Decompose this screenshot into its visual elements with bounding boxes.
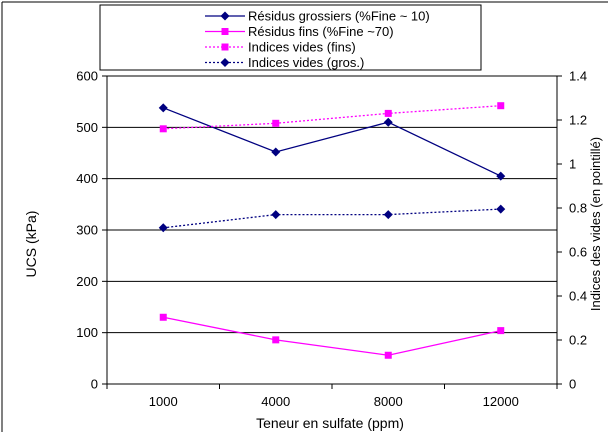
data-point-r-sidus-grossiers-fine-10 xyxy=(271,147,281,157)
y2-tick-label: 1.4 xyxy=(569,69,587,84)
data-point-r-sidus-grossiers-fine-10 xyxy=(383,117,393,127)
data-point-r-sidus-fins-fine-70 xyxy=(497,327,505,335)
y2-tick-label: 0.6 xyxy=(569,245,587,260)
x-axis-label: Teneur en sulfate (ppm) xyxy=(256,415,404,431)
x-tick-label: 12000 xyxy=(483,394,519,409)
y2-tick-label: 0 xyxy=(569,377,576,392)
series-line-indices-vides-gros xyxy=(163,208,501,229)
legend: Résidus grossiers (%Fine ~ 10)Résidus fi… xyxy=(205,9,430,70)
data-point-indices-vides-gros xyxy=(271,210,281,220)
y2-tick-label: 0.2 xyxy=(569,333,587,348)
series-line-r-sidus-fins-fine-70 xyxy=(163,316,501,356)
y-tick-label: 0 xyxy=(91,377,98,392)
x-tick-label: 8000 xyxy=(374,394,403,409)
series-line-indices-vides-fins xyxy=(163,105,501,130)
gridlines xyxy=(107,75,557,334)
data-point-indices-vides-gros xyxy=(158,223,168,233)
data-point-indices-vides-gros xyxy=(383,210,393,220)
data-point-r-sidus-fins-fine-70 xyxy=(272,336,280,344)
series xyxy=(158,102,506,359)
data-point-r-sidus-fins-fine-70 xyxy=(159,313,167,321)
y-tick-label: 400 xyxy=(76,171,98,186)
y-tick-label: 200 xyxy=(76,274,98,289)
y-tick-label: 300 xyxy=(76,223,98,238)
legend-marker-indices-vides-gros xyxy=(220,58,230,67)
legend-label: Résidus grossiers (%Fine ~ 10) xyxy=(248,9,430,24)
data-point-indices-vides-fins xyxy=(497,102,505,110)
legend-label: Indices vides (fins) xyxy=(248,40,356,55)
axes: 0 100 200 300 400 500 600 0 0.2 0.4 0.6 0.8 1 1.2 1.4 1… xyxy=(76,69,587,410)
y2-tick-label: 1 xyxy=(569,157,576,172)
legend-label: Indices vides (gros.) xyxy=(248,55,364,70)
y-tick-label: 500 xyxy=(76,120,98,135)
legend-marker-indices-vides-fins xyxy=(221,43,229,51)
data-point-indices-vides-fins xyxy=(272,119,280,127)
series-line-r-sidus-grossiers-fine-10 xyxy=(163,107,502,177)
data-point-indices-vides-fins xyxy=(159,125,167,133)
legend-label: Résidus fins (%Fine ~70) xyxy=(248,24,394,39)
data-point-indices-vides-gros xyxy=(496,204,506,214)
y2-tick-label: 0.4 xyxy=(569,289,587,304)
y2-tick-label: 1.2 xyxy=(569,113,587,128)
legend-box xyxy=(99,4,482,71)
x-tick-label: 1000 xyxy=(149,394,178,409)
y-axis-label: UCS (kPa) xyxy=(23,211,39,278)
y2-axis-label: Indices des vides (en pointillé) xyxy=(588,137,603,311)
y2-tick-label: 0.8 xyxy=(569,201,587,216)
x-tick-label: 4000 xyxy=(261,394,290,409)
data-point-r-sidus-fins-fine-70 xyxy=(384,351,392,359)
y-tick-label: 600 xyxy=(76,69,98,84)
legend-marker-r-sidus-fins-fine-70 xyxy=(221,28,229,35)
legend-marker-r-sidus-grossiers-fine-10 xyxy=(220,11,230,21)
data-point-r-sidus-grossiers-fine-10 xyxy=(496,171,506,181)
data-point-r-sidus-grossiers-fine-10 xyxy=(158,103,168,113)
y-tick-label: 100 xyxy=(76,325,98,340)
data-point-indices-vides-fins xyxy=(384,109,392,117)
